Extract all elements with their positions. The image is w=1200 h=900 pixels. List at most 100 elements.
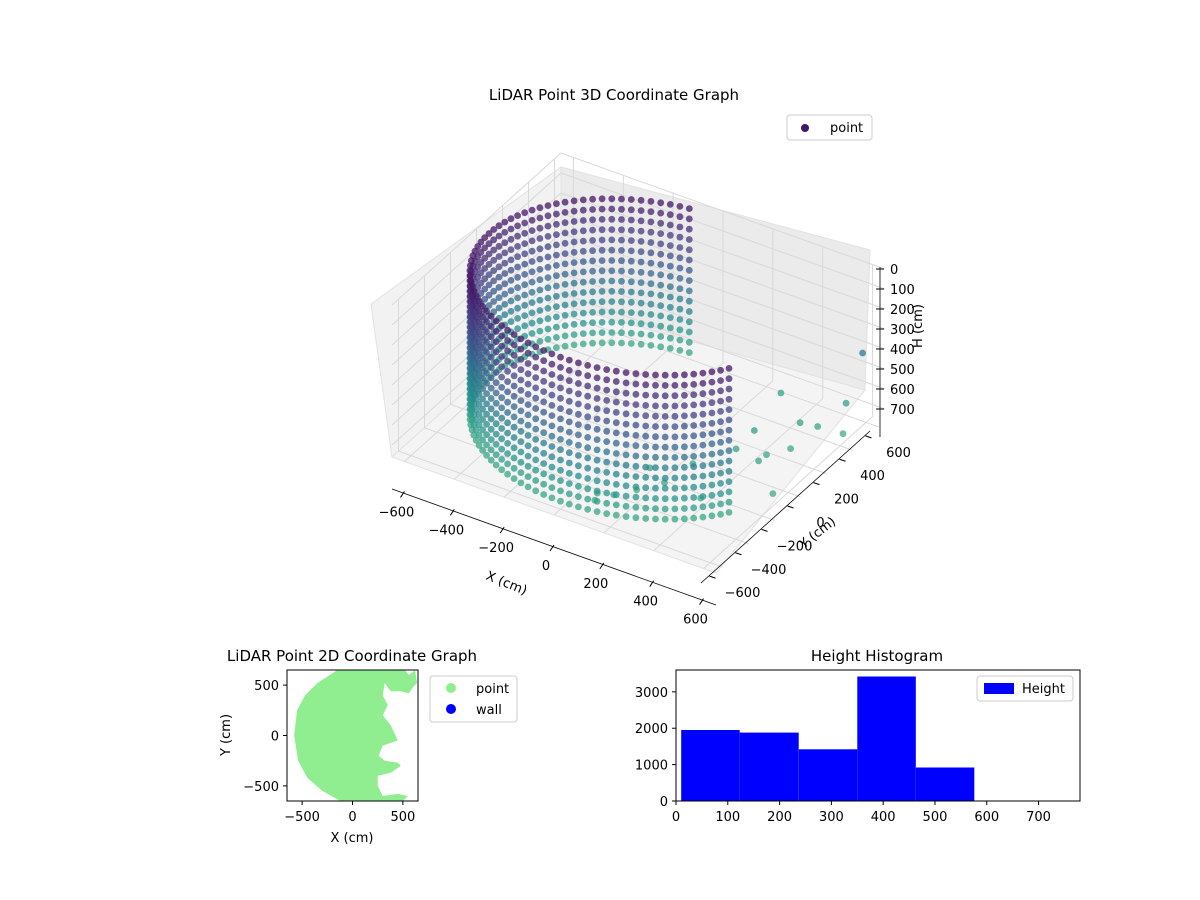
point-3d bbox=[495, 232, 503, 240]
y-tick-label-3d: −400 bbox=[751, 563, 787, 578]
y-tick-label-hist: 1000 bbox=[635, 759, 668, 774]
point-3d bbox=[637, 340, 645, 348]
point-3d bbox=[561, 209, 569, 216]
point-3d bbox=[622, 482, 630, 490]
point-3d bbox=[725, 478, 733, 485]
legend-hist-swatch bbox=[984, 683, 1014, 694]
point-3d bbox=[528, 206, 536, 214]
point-3d bbox=[475, 339, 483, 346]
hist-bar bbox=[915, 767, 975, 801]
point-3d bbox=[510, 464, 518, 472]
hist-title: Height Histogram bbox=[811, 647, 943, 665]
point-3d bbox=[501, 229, 509, 236]
point-3d bbox=[561, 322, 569, 329]
y-tick-label-hist: 3000 bbox=[635, 686, 668, 701]
point-3d bbox=[642, 453, 650, 461]
point-3d bbox=[589, 267, 596, 275]
point-3d bbox=[475, 359, 483, 367]
point-3d bbox=[622, 369, 630, 376]
point-3d bbox=[540, 388, 548, 395]
y-tick-label-2d: 0 bbox=[271, 730, 279, 745]
point-3d bbox=[647, 280, 655, 288]
point-3d bbox=[521, 312, 529, 319]
y-tick-label-3d: 600 bbox=[886, 446, 911, 461]
point-3d bbox=[490, 226, 498, 233]
point-3d bbox=[575, 493, 582, 500]
point-3d bbox=[699, 390, 707, 398]
point-3d bbox=[472, 333, 480, 341]
point-3d bbox=[510, 454, 518, 462]
point-3d bbox=[532, 405, 540, 412]
point-3d bbox=[495, 222, 503, 230]
point-3d bbox=[565, 428, 573, 436]
point-3d bbox=[570, 279, 578, 287]
point-3d bbox=[584, 372, 592, 380]
point-3d bbox=[657, 240, 665, 248]
point-3d bbox=[685, 338, 693, 346]
point-3d bbox=[475, 380, 483, 387]
x-tick-label-3d: 400 bbox=[633, 595, 658, 610]
point-3d bbox=[593, 497, 601, 505]
point-3d bbox=[666, 303, 674, 311]
point-3d bbox=[661, 423, 669, 431]
point-3d bbox=[661, 382, 669, 389]
point-3d bbox=[517, 366, 525, 374]
xlabel-3d: X (cm) bbox=[484, 569, 529, 599]
point-3d bbox=[548, 391, 556, 399]
point-3d bbox=[642, 504, 650, 512]
point-3d bbox=[676, 213, 684, 221]
point-3d bbox=[498, 456, 506, 463]
point-3d bbox=[536, 317, 544, 325]
point-3d bbox=[561, 311, 569, 319]
point-3d bbox=[479, 364, 486, 372]
point-3d bbox=[839, 430, 847, 438]
point-3d bbox=[579, 196, 587, 204]
point-3d bbox=[498, 342, 506, 350]
y-tick-label-3d: 0 bbox=[816, 516, 824, 531]
x-tick-label-hist: 400 bbox=[871, 810, 896, 825]
point-3d bbox=[532, 415, 540, 423]
point-3d bbox=[681, 484, 688, 492]
lidar-2d-plot: LiDAR Point 2D Coordinate Graph −500 0 500… bbox=[219, 647, 518, 846]
grid-line-z bbox=[391, 212, 886, 366]
point-3d bbox=[487, 436, 495, 443]
point-3d bbox=[598, 205, 606, 213]
point-3d bbox=[479, 436, 486, 444]
point-3d bbox=[490, 236, 498, 244]
point-3d bbox=[589, 247, 596, 255]
grid-line-x bbox=[453, 175, 624, 480]
point-3d bbox=[498, 353, 506, 360]
point-3d bbox=[524, 432, 532, 439]
point-3d bbox=[598, 216, 606, 223]
point-3d bbox=[475, 400, 483, 408]
point-3d bbox=[787, 445, 794, 452]
point-3d bbox=[681, 515, 688, 523]
point-3d bbox=[608, 339, 616, 347]
grid-line-z bbox=[391, 152, 886, 306]
point-3d bbox=[598, 318, 606, 326]
point-3d bbox=[690, 442, 698, 450]
point-3d bbox=[690, 411, 698, 419]
point-3d bbox=[479, 395, 486, 403]
point-3d bbox=[598, 339, 606, 347]
point-3d bbox=[637, 289, 645, 297]
point-3d bbox=[492, 410, 500, 417]
point-3d bbox=[483, 349, 490, 356]
point-3d bbox=[647, 239, 655, 246]
point-3d bbox=[470, 400, 478, 408]
point-3d bbox=[536, 255, 544, 263]
point-3d bbox=[603, 407, 611, 415]
point-3d bbox=[632, 514, 640, 522]
point-3d bbox=[485, 260, 493, 268]
point-3d bbox=[514, 222, 521, 230]
point-3d bbox=[642, 391, 650, 399]
point-3d bbox=[699, 513, 707, 521]
point-3d bbox=[661, 371, 669, 379]
point-3d bbox=[548, 412, 556, 419]
grid-line-z bbox=[391, 252, 886, 406]
point-3d bbox=[579, 206, 587, 214]
point-3d bbox=[521, 229, 529, 237]
point-3d bbox=[507, 256, 515, 264]
z-tick-label-3d: 0 bbox=[890, 263, 898, 278]
point-3d bbox=[589, 216, 596, 224]
